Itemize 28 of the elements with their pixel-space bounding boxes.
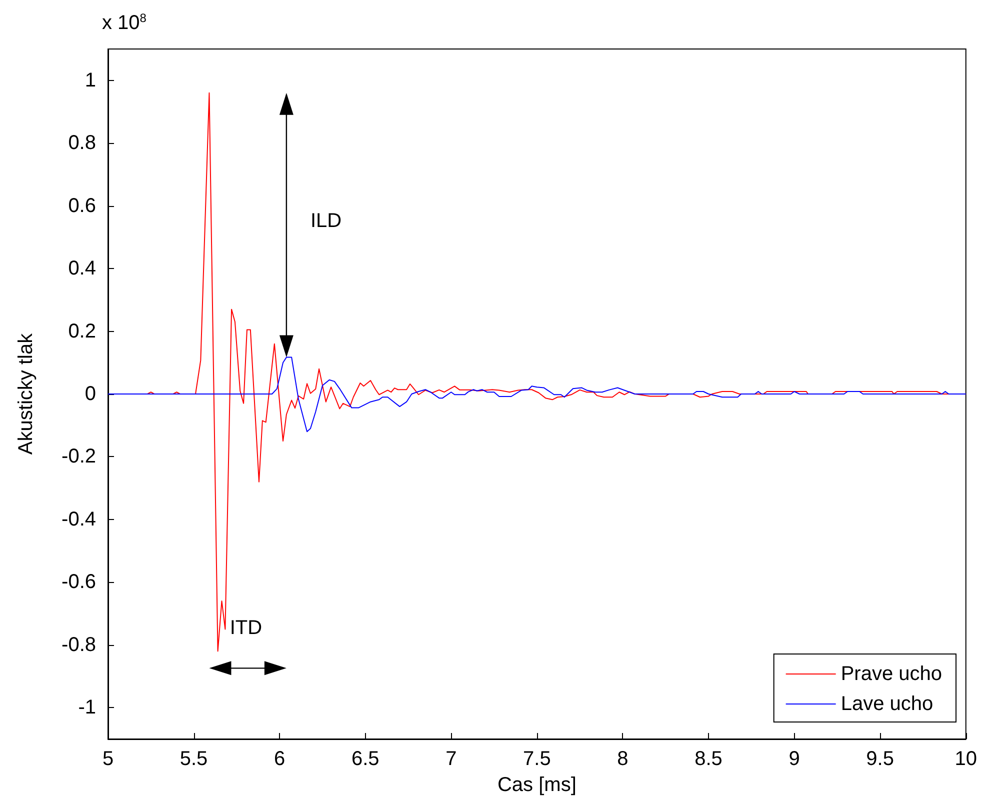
annotation: ILD — [310, 210, 342, 232]
y-tick-label: 0 — [84, 383, 96, 405]
y-tick-label: 0.2 — [68, 320, 96, 342]
x-tick-label: 7 — [446, 748, 457, 770]
y-tick-label: 0.4 — [68, 258, 96, 280]
x-tick-label: 5.5 — [180, 748, 208, 770]
legend-label: Lave ucho — [840, 693, 934, 715]
y-tick-label: -1 — [78, 696, 96, 719]
y-tick-label: 0.8 — [68, 132, 96, 154]
x-tick-label: 7.5 — [523, 748, 551, 770]
x-tick-label: 9 — [788, 748, 800, 770]
legend-label: Prave ucho — [840, 663, 942, 685]
x-axis-title: Cas [ms] — [497, 774, 576, 796]
x-tick-label: 8.5 — [694, 748, 722, 770]
x-tick-label: 8 — [617, 748, 628, 770]
y-axis-title: Akusticky tlak — [15, 332, 37, 455]
annotation: ITD — [230, 617, 262, 640]
x-tick-label: 6 — [274, 748, 286, 770]
y-tick-label: 0.6 — [68, 194, 96, 217]
x-tick-label: 10 — [954, 748, 977, 770]
x-tick-label: 5 — [102, 748, 114, 770]
y-tick-label: -0.6 — [62, 571, 96, 594]
y-tick-label: -0.8 — [62, 634, 96, 656]
y-tick-label: -0.2 — [62, 446, 96, 468]
y-tick-label: 1 — [84, 69, 96, 92]
y-tick-label: -0.4 — [62, 508, 96, 530]
x-tick-label: 6.5 — [351, 748, 380, 770]
x-tick-label: 9.5 — [866, 748, 894, 770]
